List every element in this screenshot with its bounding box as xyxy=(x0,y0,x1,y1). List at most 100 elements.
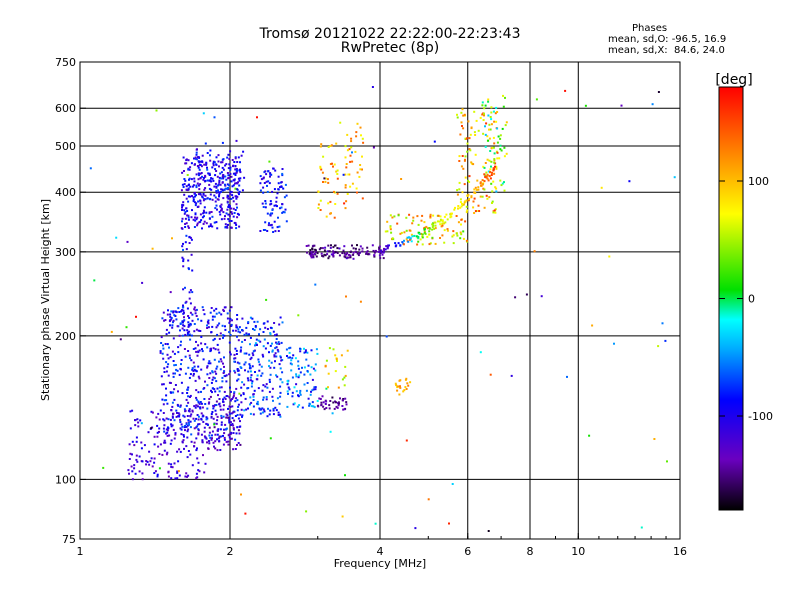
data-point xyxy=(323,253,326,256)
data-point xyxy=(494,112,497,115)
data-point xyxy=(215,326,218,329)
data-point xyxy=(180,340,182,343)
data-point xyxy=(433,227,436,230)
data-point xyxy=(223,188,226,191)
data-point xyxy=(495,120,498,123)
data-point xyxy=(249,379,252,382)
data-point xyxy=(474,153,477,156)
data-point xyxy=(190,359,193,362)
data-point xyxy=(258,333,260,336)
data-point xyxy=(271,212,274,215)
data-point xyxy=(243,363,246,366)
data-point xyxy=(281,174,284,177)
data-point xyxy=(205,222,208,225)
data-point xyxy=(226,200,229,203)
data-point xyxy=(192,196,195,199)
data-point xyxy=(484,104,487,107)
data-point xyxy=(259,328,262,331)
data-point xyxy=(210,211,213,213)
data-point xyxy=(269,333,272,336)
data-point xyxy=(297,376,300,379)
data-point xyxy=(165,394,168,397)
data-point xyxy=(306,351,309,354)
data-point xyxy=(185,159,188,162)
data-point xyxy=(183,408,186,411)
data-point xyxy=(210,349,212,352)
data-point xyxy=(225,416,228,419)
data-point xyxy=(277,230,280,232)
data-point xyxy=(162,383,165,386)
data-point xyxy=(406,236,409,239)
y-axis-label: Stationary phase Virtual Height [km] xyxy=(39,199,52,401)
data-point xyxy=(237,181,239,184)
data-point xyxy=(167,470,170,473)
data-point xyxy=(210,188,213,191)
data-point xyxy=(207,319,210,322)
data-point xyxy=(224,215,226,218)
data-point xyxy=(177,351,180,354)
data-point xyxy=(217,191,220,194)
data-point xyxy=(189,420,192,423)
data-point xyxy=(195,370,198,373)
data-point xyxy=(487,179,490,182)
data-point xyxy=(150,410,153,413)
data-point xyxy=(212,162,215,165)
data-point xyxy=(282,187,285,190)
data-point xyxy=(490,123,493,126)
data-point xyxy=(275,338,278,340)
data-point xyxy=(229,193,232,196)
data-point xyxy=(286,380,289,382)
data-point xyxy=(350,140,353,143)
data-point xyxy=(141,460,144,463)
data-point xyxy=(477,186,480,189)
data-point xyxy=(182,312,185,315)
data-point xyxy=(371,244,374,247)
data-point xyxy=(192,200,195,203)
data-point xyxy=(234,165,237,167)
data-point xyxy=(240,493,242,496)
data-point xyxy=(219,183,222,186)
data-point xyxy=(228,163,231,166)
data-point xyxy=(153,443,156,446)
data-point xyxy=(409,381,412,384)
data-point xyxy=(239,349,242,352)
data-point xyxy=(202,358,205,361)
data-point xyxy=(247,379,250,382)
data-point xyxy=(184,211,187,214)
data-point xyxy=(201,440,204,443)
data-point xyxy=(285,348,288,351)
data-point xyxy=(220,209,222,212)
data-point xyxy=(172,428,175,431)
data-point xyxy=(324,177,327,180)
data-point xyxy=(399,244,402,247)
data-point xyxy=(209,225,212,227)
data-point xyxy=(222,334,225,337)
data-point xyxy=(174,310,177,313)
data-point xyxy=(272,231,275,233)
data-point xyxy=(187,325,190,328)
data-point xyxy=(262,177,265,180)
data-point xyxy=(179,421,182,423)
data-point xyxy=(340,354,343,357)
data-point xyxy=(140,422,143,425)
data-point xyxy=(191,319,194,322)
data-point xyxy=(479,116,482,119)
data-point xyxy=(334,370,337,373)
data-point xyxy=(245,352,248,355)
data-point xyxy=(239,420,241,423)
data-point xyxy=(200,412,203,415)
data-point xyxy=(331,162,333,165)
data-point xyxy=(182,265,185,268)
data-point xyxy=(235,387,238,390)
data-point xyxy=(459,133,462,136)
data-point xyxy=(182,414,185,417)
data-point xyxy=(229,421,232,424)
data-point xyxy=(487,139,490,142)
data-point xyxy=(218,398,221,400)
data-point xyxy=(396,222,399,225)
data-point xyxy=(330,144,333,147)
data-point xyxy=(165,387,167,390)
data-point xyxy=(361,247,364,250)
data-point xyxy=(455,232,458,235)
data-point xyxy=(219,358,222,361)
